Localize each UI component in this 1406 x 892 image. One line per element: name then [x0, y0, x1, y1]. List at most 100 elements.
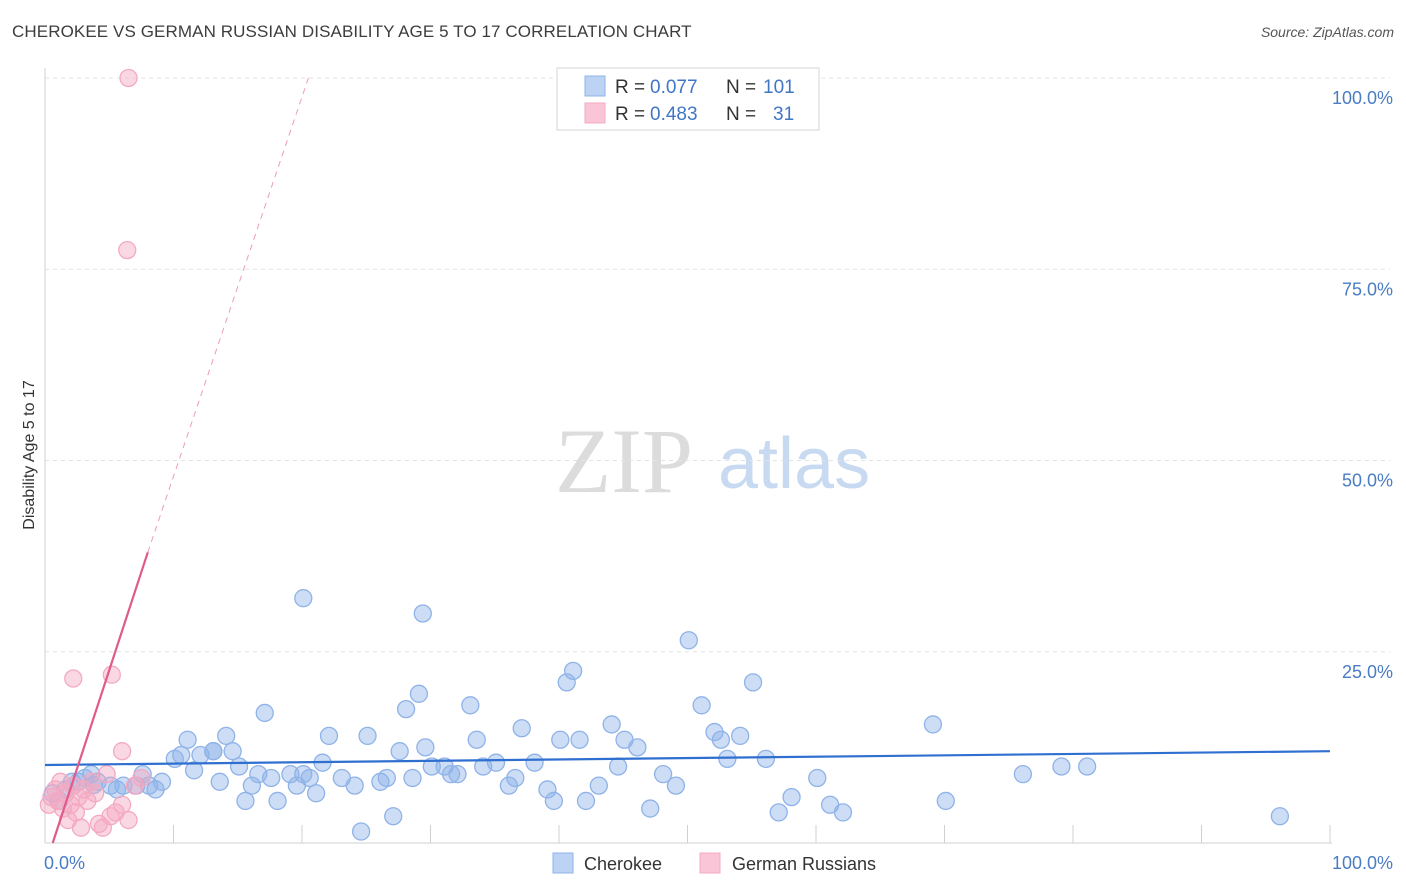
german-russian-point-14: [78, 791, 97, 811]
series-legend: Cherokee German Russians: [552, 852, 876, 874]
cherokee-point-35: [300, 768, 319, 788]
x-tick-labels: 0.0% 100.0%: [44, 853, 1393, 873]
cherokee-point-93: [1052, 757, 1071, 776]
cherokee-point-75: [653, 765, 673, 784]
legend-n-label-0: N =: [726, 77, 756, 98]
cherokee-point-48: [409, 684, 429, 703]
bottom-legend-label-cherokee: Cherokee: [584, 854, 662, 874]
german-russian-point-23: [119, 810, 138, 830]
cherokee-point-55: [467, 730, 486, 749]
legend-r-value-0: 0.077: [650, 77, 698, 98]
german-russian-points: [39, 68, 151, 837]
cherokee-point-53: [448, 765, 467, 784]
x-tick-label-0: 0.0%: [44, 853, 85, 873]
cherokee-point-78: [692, 696, 711, 715]
cherokee-point-98: [204, 742, 223, 761]
cherokee-point-60: [512, 719, 531, 738]
cherokee-point-23: [217, 726, 236, 746]
german-russian-trend-line: [51, 551, 149, 844]
grid-lines: [45, 77, 1390, 653]
cherokee-point-87: [808, 768, 827, 788]
cherokee-point-17: [172, 745, 191, 765]
german-russian-point-13: [74, 780, 93, 799]
cherokee-point-30: [262, 768, 281, 788]
legend-r-label-0: R =: [615, 77, 645, 98]
cherokee-point-85: [769, 803, 788, 822]
cherokee-point-71: [608, 757, 628, 776]
cherokee-point-52: [441, 765, 461, 784]
chart-title: CHEROKEE VS GERMAN RUSSIAN DISABILITY AG…: [12, 22, 692, 41]
cherokee-point-61: [525, 753, 544, 772]
cherokee-point-46: [396, 699, 416, 719]
cherokee-point-94: [1077, 757, 1097, 776]
cherokee-point-38: [319, 726, 339, 746]
cherokee-point-74: [641, 799, 660, 818]
y-tick-label-2: 75.0%: [1342, 279, 1393, 299]
legend-r-value-1: 0.483: [650, 104, 698, 125]
legend-r-label-1: R =: [615, 104, 645, 125]
y-tick-labels: 25.0% 50.0% 75.0% 100.0%: [1332, 88, 1393, 682]
cherokee-point-49: [416, 738, 435, 757]
cherokee-points: [43, 589, 1290, 841]
cherokee-point-15: [152, 772, 172, 791]
cherokee-point-92: [1013, 765, 1033, 784]
cherokee-point-77: [679, 631, 698, 650]
cherokee-point-67: [570, 730, 589, 749]
cherokee-point-44: [384, 807, 403, 826]
cherokee-point-42: [358, 726, 377, 746]
cherokee-point-80: [711, 730, 731, 749]
bottom-legend-label-german-russians: German Russians: [732, 854, 876, 874]
cherokee-point-99: [377, 768, 396, 788]
legend-n-value-0: 101: [763, 77, 795, 98]
german-russian-point-12: [71, 818, 91, 837]
cherokee-point-73: [628, 738, 647, 757]
legend-swatch-cherokee: [584, 75, 606, 97]
cherokee-point-54: [461, 696, 480, 715]
cherokee-point-83: [743, 673, 763, 692]
german-russian-point-30: [119, 68, 138, 88]
cherokee-point-68: [576, 791, 596, 811]
cherokee-point-95: [1270, 807, 1290, 826]
cherokee-point-22: [210, 772, 229, 791]
cherokee-point-63: [544, 791, 564, 811]
german-russian-point-19: [97, 765, 116, 784]
cherokee-point-96: [294, 589, 313, 608]
cherokee-point-70: [602, 715, 621, 734]
cherokee-point-36: [306, 784, 326, 803]
bottom-legend-swatch-german-russians: [699, 852, 721, 874]
german-russian-point-25: [132, 768, 151, 788]
cherokee-point-69: [589, 776, 608, 795]
cherokee-point-84: [756, 749, 776, 768]
y-tick-label-1: 50.0%: [1342, 471, 1393, 491]
cherokee-point-18: [178, 730, 197, 749]
stats-legend: R = 0.077 N = 101 R = 0.483 N = 31: [556, 67, 820, 131]
cherokee-point-62: [538, 780, 557, 799]
german-russian-point-29: [118, 240, 137, 260]
cherokee-point-97: [413, 604, 432, 623]
cherokee-point-82: [731, 726, 750, 746]
german-russian-point-16: [85, 784, 105, 803]
cherokee-point-59: [506, 768, 525, 788]
cherokee-point-86: [782, 787, 801, 807]
cherokee-point-47: [403, 768, 422, 788]
cherokee-point-25: [229, 757, 249, 776]
source-label: Source: ZipAtlas.com: [1260, 24, 1394, 40]
cherokee-point-45: [390, 742, 409, 761]
cherokee-point-89: [833, 803, 853, 822]
cherokee-point-65: [557, 673, 576, 692]
legend-n-label-1: N =: [726, 104, 756, 125]
cherokee-point-90: [923, 715, 943, 734]
cherokee-point-26: [236, 791, 255, 811]
german-russian-point-15: [82, 772, 101, 791]
german-russian-point-27: [102, 665, 121, 684]
cherokee-point-57: [486, 753, 506, 772]
cherokee-point-27: [242, 776, 262, 795]
watermark-atlas: atlas: [718, 424, 870, 504]
axes: [44, 68, 1332, 844]
cherokee-point-19: [184, 761, 204, 780]
cherokee-point-40: [345, 776, 364, 795]
cherokee-point-29: [255, 703, 274, 723]
cherokee-point-81: [718, 749, 737, 768]
german-russian-point-26: [64, 669, 83, 688]
